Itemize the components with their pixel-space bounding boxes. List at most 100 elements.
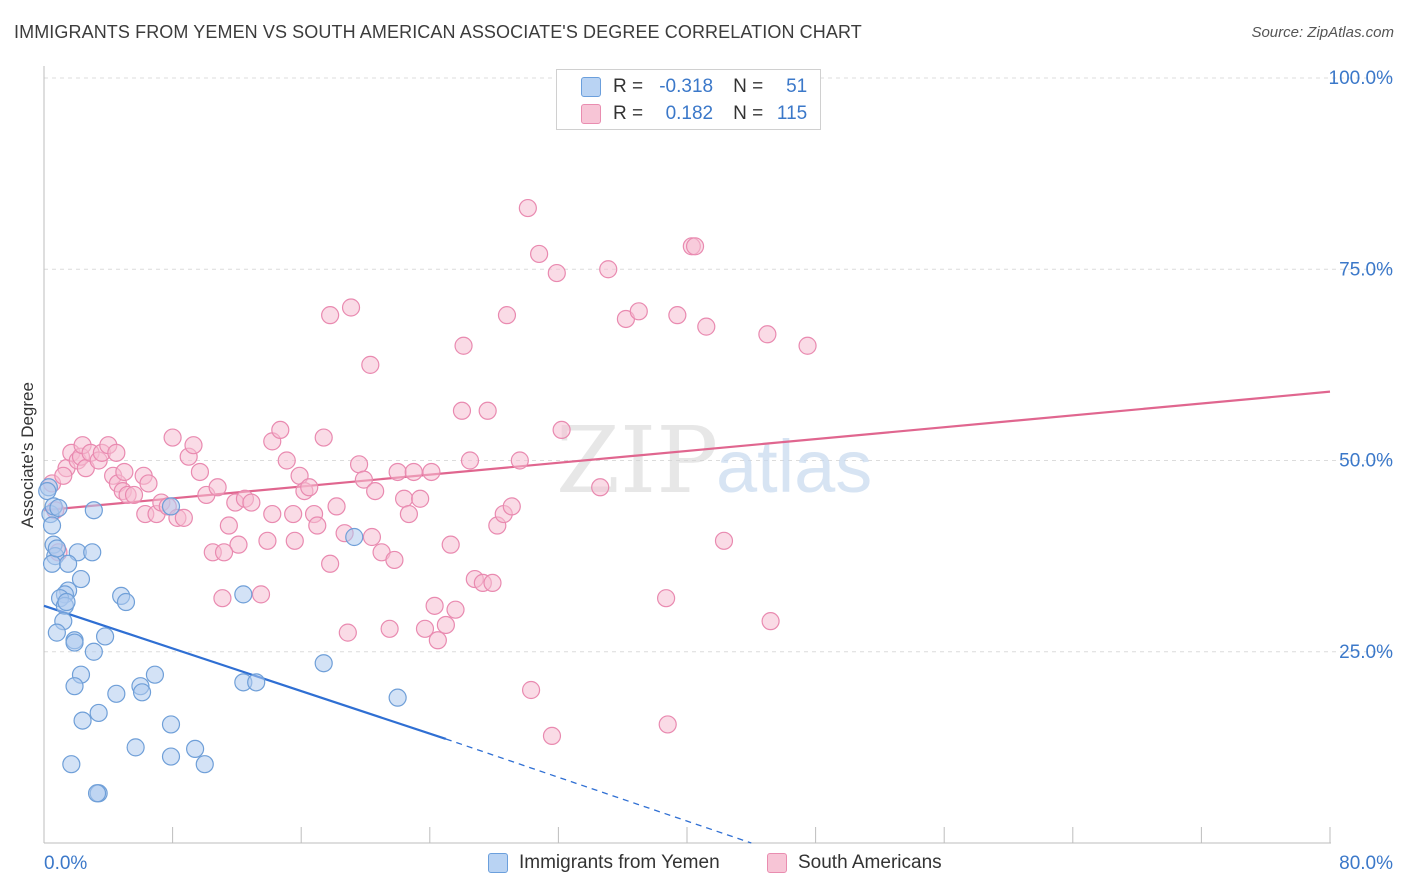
point-south-americans xyxy=(115,462,134,482)
watermark-atlas: atlas xyxy=(716,425,872,508)
trend-line-yemen xyxy=(43,604,752,844)
tick-labels: 25.0% 50.0% 75.0% 100.0% 0.0% 80.0% xyxy=(44,68,1393,874)
legend-r-label: R = xyxy=(613,76,644,97)
point-south-americans xyxy=(542,726,562,746)
point-south-americans xyxy=(521,680,541,700)
y-tick-label: 50.0% xyxy=(1339,451,1393,472)
point-south-americans xyxy=(518,198,537,218)
point-south-americans xyxy=(761,612,780,631)
point-south-americans xyxy=(338,623,357,642)
point-south-americans xyxy=(629,302,648,321)
y-tick-label: 75.0% xyxy=(1339,259,1393,280)
point-yemen xyxy=(62,755,81,774)
point-yemen xyxy=(388,688,407,707)
chart-title: IMMIGRANTS FROM YEMEN VS SOUTH AMERICAN … xyxy=(14,22,862,42)
y-axis-label: Associate's Degree xyxy=(18,382,37,528)
point-south-americans xyxy=(263,504,282,524)
legend-n-label: N = xyxy=(733,103,764,124)
point-yemen xyxy=(195,755,214,774)
point-yemen xyxy=(57,592,76,612)
point-south-americans xyxy=(657,589,676,608)
point-yemen xyxy=(65,633,84,652)
x-tick-label: 0.0% xyxy=(44,853,87,874)
point-south-americans xyxy=(460,451,480,470)
point-south-americans xyxy=(341,298,361,317)
point-south-americans xyxy=(441,535,460,554)
point-south-americans xyxy=(428,631,447,650)
point-south-americans xyxy=(502,497,521,516)
point-south-americans xyxy=(163,428,182,447)
point-yemen xyxy=(59,554,78,573)
point-south-americans xyxy=(411,489,430,508)
point-south-americans xyxy=(366,482,385,501)
point-south-americans xyxy=(798,336,817,355)
point-south-americans xyxy=(415,619,435,638)
point-yemen xyxy=(126,738,145,757)
point-south-americans xyxy=(362,527,382,547)
point-south-americans xyxy=(425,596,444,615)
point-south-americans xyxy=(446,600,465,619)
point-south-americans xyxy=(139,474,158,493)
point-south-americans xyxy=(599,260,618,279)
point-yemen xyxy=(116,592,136,612)
points-south-americans xyxy=(42,198,817,746)
legend-n-label: N = xyxy=(733,76,764,97)
point-yemen xyxy=(186,739,205,759)
legend-row-yemen: R = -0.318 N = 51 xyxy=(557,74,807,100)
point-south-americans xyxy=(380,619,399,638)
point-south-americans xyxy=(349,455,369,474)
legend-swatch-yemen xyxy=(581,77,601,97)
point-south-americans xyxy=(685,237,705,256)
point-yemen xyxy=(132,683,152,702)
point-south-americans xyxy=(714,531,734,550)
point-yemen xyxy=(49,498,68,518)
point-yemen xyxy=(47,539,66,558)
point-yemen xyxy=(95,627,115,646)
legend-r-value-south-americans: 0.182 xyxy=(665,103,714,124)
series-legend-south-americans: South Americans xyxy=(767,852,942,874)
point-south-americans xyxy=(285,531,304,550)
point-south-americans xyxy=(321,554,340,573)
point-south-americans xyxy=(530,244,549,264)
point-south-americans xyxy=(497,306,517,325)
point-south-americans xyxy=(399,504,419,524)
points-yemen xyxy=(38,478,407,803)
point-south-americans xyxy=(124,485,144,505)
point-south-americans xyxy=(229,535,248,554)
watermark: ZIP atlas xyxy=(556,407,872,514)
point-yemen xyxy=(161,715,181,734)
point-south-americans xyxy=(242,493,261,512)
point-south-americans xyxy=(478,401,497,420)
point-yemen xyxy=(38,482,57,501)
point-south-americans xyxy=(361,355,380,374)
point-yemen xyxy=(234,585,253,604)
point-south-americans xyxy=(658,715,677,734)
point-yemen xyxy=(73,711,92,730)
trend-solid-yemen xyxy=(43,604,447,741)
point-south-americans xyxy=(107,443,126,462)
point-south-americans xyxy=(174,508,193,527)
series-swatch-south-americans xyxy=(767,853,787,873)
point-yemen xyxy=(42,554,62,573)
legend-r-label: R = xyxy=(613,103,644,124)
point-south-americans xyxy=(271,420,290,439)
point-yemen xyxy=(47,623,66,642)
point-yemen xyxy=(314,654,333,673)
y-tick-label: 100.0% xyxy=(1329,68,1394,89)
legend-r-value-yemen: -0.318 xyxy=(659,76,714,97)
point-south-americans xyxy=(510,451,529,470)
trend-line-south-americans xyxy=(43,390,1331,512)
point-south-americans xyxy=(758,325,777,344)
point-south-americans xyxy=(251,585,271,604)
point-south-americans xyxy=(452,401,472,420)
point-yemen xyxy=(247,673,266,692)
y-tick-label: 25.0% xyxy=(1339,642,1393,663)
legend-row-south-americans: R = 0.182 N = 115 xyxy=(557,101,807,127)
x-tick-label: 80.0% xyxy=(1339,853,1393,874)
point-south-americans xyxy=(591,478,610,497)
point-south-americans xyxy=(277,451,296,470)
correlation-legend: R = -0.318 N = 51 R = 0.182 N = 115 xyxy=(556,69,821,130)
point-south-americans xyxy=(394,489,414,508)
point-south-americans xyxy=(213,589,232,608)
point-yemen xyxy=(89,703,108,723)
